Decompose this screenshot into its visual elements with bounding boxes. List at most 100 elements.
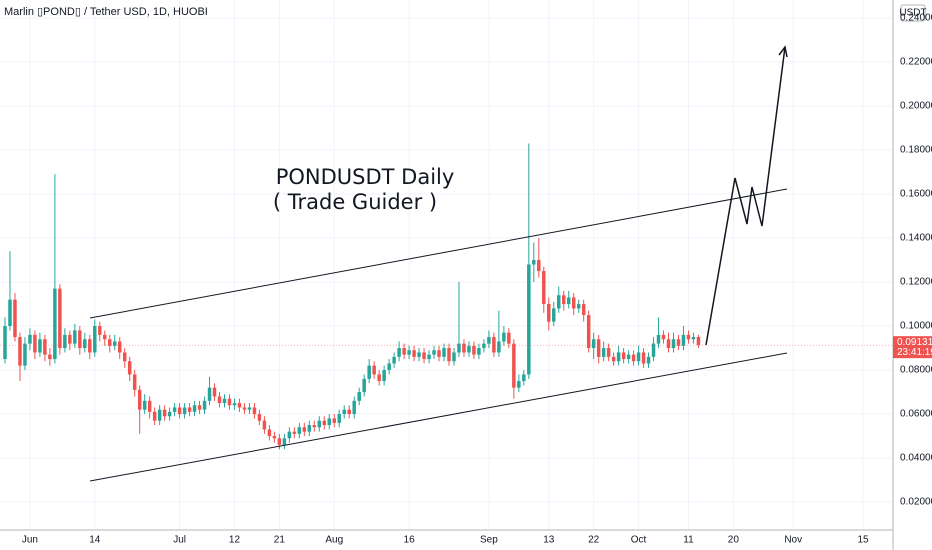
- candle-body: [512, 343, 516, 388]
- candle-body: [472, 345, 476, 355]
- y-tick-label: 0.140000: [900, 233, 932, 244]
- candle-body: [207, 387, 212, 401]
- candle-body: [93, 326, 97, 353]
- candle-body: [462, 343, 466, 353]
- candle-body: [367, 365, 371, 379]
- candle-body: [596, 339, 601, 357]
- y-tick-label: 0.120000: [900, 277, 932, 288]
- chart-title: Marlin ▯POND▯ / Tether USD, 1D, HUOBI: [4, 6, 208, 18]
- candle-body: [631, 354, 636, 362]
- y-tick-label: 0.060000: [900, 409, 932, 420]
- candle-body: [691, 337, 696, 340]
- candle-body: [53, 288, 57, 360]
- candle-body: [422, 352, 426, 360]
- candle-body: [601, 348, 606, 357]
- candle-body: [43, 339, 47, 355]
- candle-body: [437, 350, 441, 357]
- candle-body: [357, 392, 361, 401]
- candle-body: [108, 339, 112, 346]
- candle-body: [33, 334, 37, 353]
- candle-body: [651, 343, 656, 357]
- candle-body: [482, 343, 486, 349]
- candle-body: [616, 352, 621, 362]
- candle-body: [262, 420, 267, 430]
- y-tick-label: 0.200000: [900, 101, 932, 112]
- candle-body: [377, 374, 381, 382]
- candle-body: [517, 381, 521, 388]
- candle-body: [586, 315, 591, 349]
- projection-path: [705, 46, 786, 346]
- candle-body: [402, 348, 406, 355]
- candle-body: [362, 378, 366, 393]
- candle-body: [73, 330, 77, 344]
- x-tick-label: 21: [274, 535, 286, 546]
- y-tick-label: 0.240000: [900, 13, 932, 24]
- candle-body: [676, 339, 681, 346]
- candle-body: [307, 425, 312, 432]
- candle-body: [287, 431, 292, 439]
- candle-body: [571, 297, 576, 309]
- candle-body: [671, 339, 676, 349]
- candle-body: [63, 334, 67, 349]
- candle-body: [532, 260, 536, 265]
- candle-body: [167, 411, 172, 417]
- y-tick-label: 0.100000: [900, 321, 932, 332]
- candle-body: [442, 348, 446, 357]
- candle-body: [177, 407, 182, 415]
- candle-body: [447, 348, 451, 362]
- candle-body: [103, 334, 107, 340]
- candle-body: [347, 409, 351, 415]
- candle-body: [686, 334, 691, 340]
- y-tick-label: 0.220000: [900, 57, 932, 68]
- candle-body: [217, 396, 222, 404]
- candle-body: [172, 407, 177, 412]
- candle-body: [132, 374, 137, 390]
- candle-body: [187, 407, 192, 412]
- candle-body: [591, 339, 596, 349]
- candle-body: [372, 365, 376, 375]
- x-tick-label: Aug: [325, 535, 343, 546]
- candle-body: [237, 403, 242, 408]
- candle-body: [192, 405, 197, 412]
- candle-body: [412, 350, 416, 357]
- candle-body: [222, 398, 227, 404]
- candle-body: [681, 334, 686, 346]
- candle-body: [117, 341, 122, 353]
- candle-body: [557, 295, 561, 309]
- y-tick-label: 0.160000: [900, 189, 932, 200]
- candle-body: [297, 427, 302, 434]
- candle-body: [8, 299, 12, 327]
- candle-body: [342, 409, 346, 415]
- candle-body: [227, 398, 232, 406]
- y-tick-label: 0.040000: [900, 453, 932, 464]
- candle-body: [477, 348, 481, 355]
- candle-body: [636, 352, 641, 362]
- candle-body: [252, 407, 257, 415]
- candle-body: [502, 332, 506, 342]
- candle-body: [78, 330, 82, 349]
- candle-body: [127, 361, 132, 375]
- candle-body: [242, 407, 247, 410]
- currency-badge[interactable]: [900, 4, 926, 22]
- candle-body: [537, 260, 541, 272]
- candle-body: [13, 299, 17, 338]
- x-tick-label: Jul: [173, 535, 186, 546]
- candle-body: [696, 337, 701, 346]
- last-price-label: 0.091313: [897, 337, 932, 348]
- countdown: 23:41:19: [897, 347, 932, 358]
- candle-body: [646, 356, 651, 364]
- candle-body: [392, 356, 396, 364]
- x-tick-label: Jun: [22, 535, 38, 546]
- y-tick-label: 0.080000: [900, 365, 932, 376]
- last-price-badge: [893, 336, 932, 359]
- candle-body: [332, 418, 336, 423]
- candle-body: [272, 436, 277, 439]
- candle-body: [621, 352, 626, 360]
- x-tick-label: 22: [588, 535, 600, 546]
- candle-body: [247, 407, 252, 410]
- candle-body: [162, 409, 167, 417]
- candle-body: [452, 352, 456, 362]
- y-tick-label: 0.020000: [900, 497, 932, 508]
- candle-body: [566, 297, 571, 305]
